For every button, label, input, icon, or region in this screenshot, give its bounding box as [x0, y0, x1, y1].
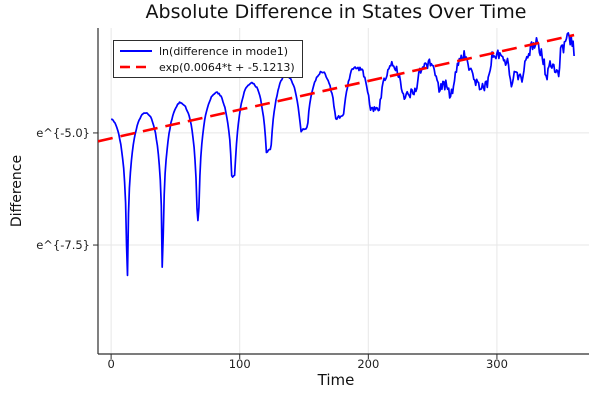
x-tick-label: 200 — [357, 357, 379, 371]
tick-labels: 0 100 200 300 e^{-5.0} e^{-7.5} — [36, 126, 508, 371]
series-ln-difference — [111, 32, 575, 277]
x-axis-label: Time — [317, 371, 355, 389]
axis-spines — [97, 28, 589, 355]
legend-entry-series2: exp(0.0064*t + -5.1213) — [119, 59, 295, 75]
y-tick-label: e^{-7.5} — [36, 238, 90, 252]
legend-dashed-line-icon — [120, 65, 152, 69]
legend-label-series2: exp(0.0064*t + -5.1213) — [159, 60, 295, 74]
x-tick-label: 300 — [486, 357, 508, 371]
gridlines — [98, 28, 589, 354]
y-tick-label: e^{-5.0} — [36, 126, 90, 140]
chart-title: Absolute Difference in States Over Time — [145, 1, 527, 23]
legend-entry-series1: ln(difference in mode1) — [119, 43, 295, 59]
series-exp-fit — [98, 33, 575, 143]
tick-marks — [93, 132, 498, 359]
legend: ln(difference in mode1) exp(0.0064*t + -… — [113, 40, 303, 78]
y-axis-label: Difference — [9, 154, 25, 228]
legend-label-series1: ln(difference in mode1) — [159, 44, 289, 58]
x-tick-label: 100 — [229, 357, 251, 371]
x-tick-label: 0 — [107, 357, 114, 371]
legend-solid-line-icon — [120, 50, 152, 52]
